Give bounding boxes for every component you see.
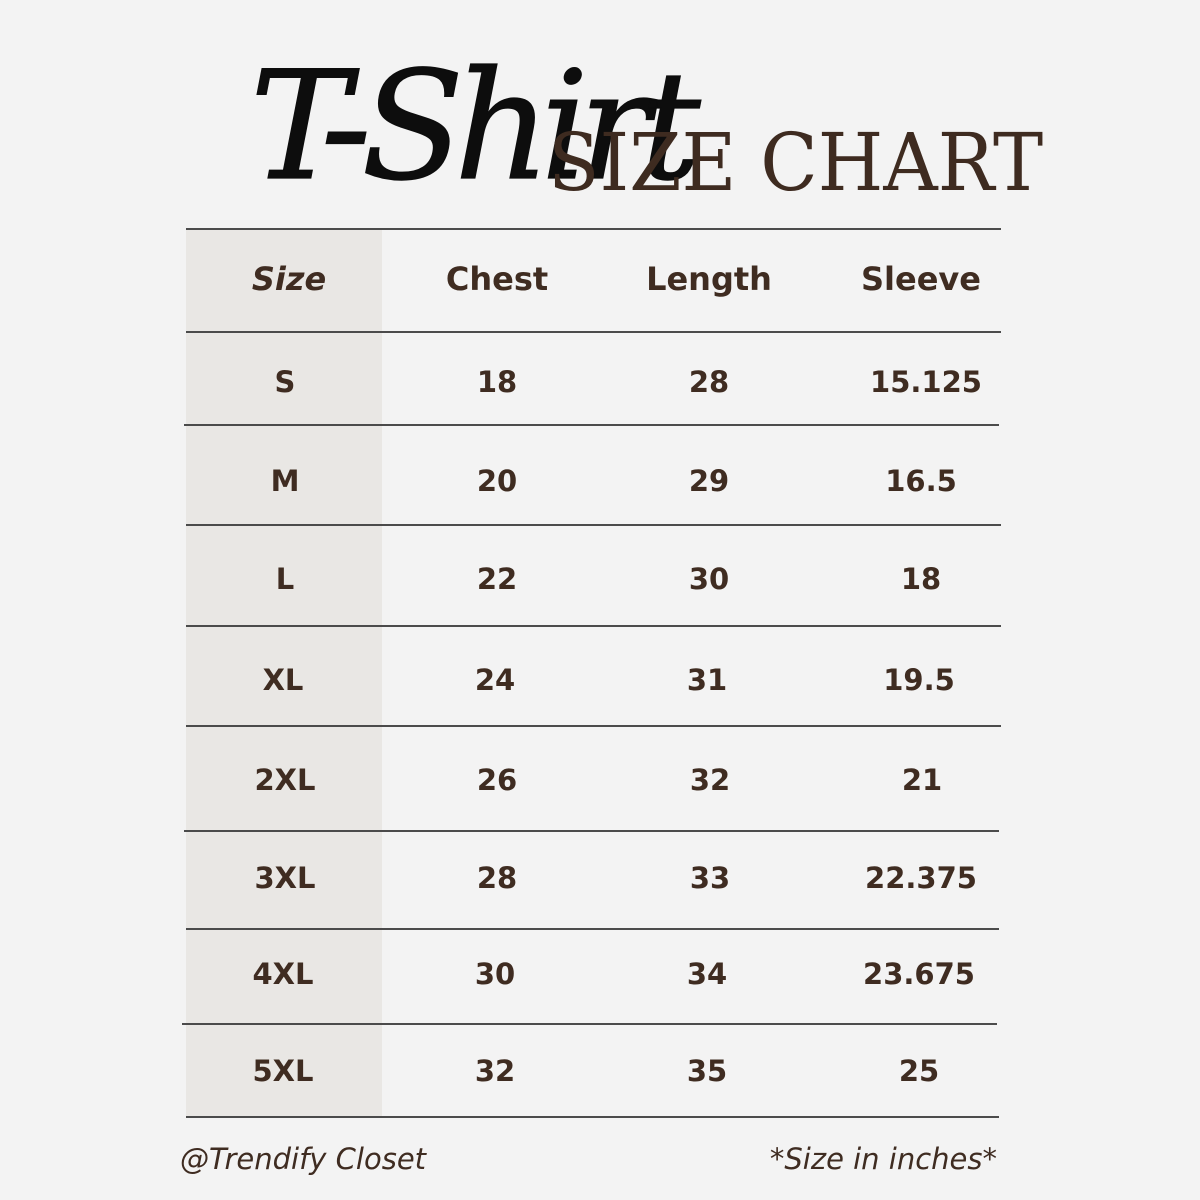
sleeve-cell: 22.375 xyxy=(865,861,977,895)
sleeve-cell: 25 xyxy=(898,1054,940,1088)
row-rule xyxy=(186,725,1001,727)
sleeve-cell: 15.125 xyxy=(870,365,982,399)
chest-cell: 32 xyxy=(474,1054,516,1088)
row-rule xyxy=(182,1023,997,1025)
sleeve-cell: 19.5 xyxy=(883,663,955,697)
brand-handle: @Trendify Closet xyxy=(180,1142,427,1176)
length-cell: 32 xyxy=(689,763,731,797)
row-rule xyxy=(186,928,999,930)
size-cell: L xyxy=(275,562,295,596)
row-rule xyxy=(184,424,999,426)
chest-cell: 26 xyxy=(476,763,518,797)
row-rule xyxy=(186,625,1001,627)
sleeve-cell: 21 xyxy=(901,763,943,797)
size-cell: 3XL xyxy=(254,861,316,895)
row-rule xyxy=(184,830,999,832)
length-cell: 28 xyxy=(688,365,730,399)
chest-cell: 18 xyxy=(476,365,518,399)
table-bottom-rule xyxy=(186,1116,999,1118)
length-cell: 33 xyxy=(689,861,731,895)
header-sleeve: Sleeve xyxy=(861,260,981,298)
row-rule xyxy=(186,524,1001,526)
length-cell: 31 xyxy=(686,663,728,697)
script-title-text: T-Shirt xyxy=(250,40,701,214)
size-chart-heading: SIZE CHART xyxy=(548,116,1044,209)
table-top-rule xyxy=(186,228,1001,230)
length-cell: 30 xyxy=(688,562,730,596)
size-column-shading xyxy=(186,228,382,1118)
size-cell: 5XL xyxy=(252,1054,314,1088)
header-chest: Chest xyxy=(445,260,549,298)
length-cell: 34 xyxy=(686,957,728,991)
size-cell: 2XL xyxy=(254,763,316,797)
header-bottom-rule xyxy=(186,331,1001,333)
chest-cell: 30 xyxy=(474,957,516,991)
size-cell: M xyxy=(270,464,300,498)
size-cell: XL xyxy=(262,663,304,697)
sleeve-cell: 18 xyxy=(900,562,942,596)
length-cell: 29 xyxy=(688,464,730,498)
t-shirt-script-title: T-Shirt xyxy=(249,39,712,214)
header-size: Size xyxy=(251,260,327,298)
size-cell: 4XL xyxy=(252,957,314,991)
length-cell: 35 xyxy=(686,1054,728,1088)
size-cell: S xyxy=(274,365,296,399)
chest-cell: 28 xyxy=(476,861,518,895)
units-note: *Size in inches* xyxy=(769,1142,997,1176)
sleeve-cell: 23.675 xyxy=(863,957,975,991)
header-length: Length xyxy=(646,260,772,298)
chest-cell: 24 xyxy=(474,663,516,697)
sleeve-cell: 16.5 xyxy=(885,464,957,498)
chest-cell: 20 xyxy=(476,464,518,498)
chest-cell: 22 xyxy=(476,562,518,596)
